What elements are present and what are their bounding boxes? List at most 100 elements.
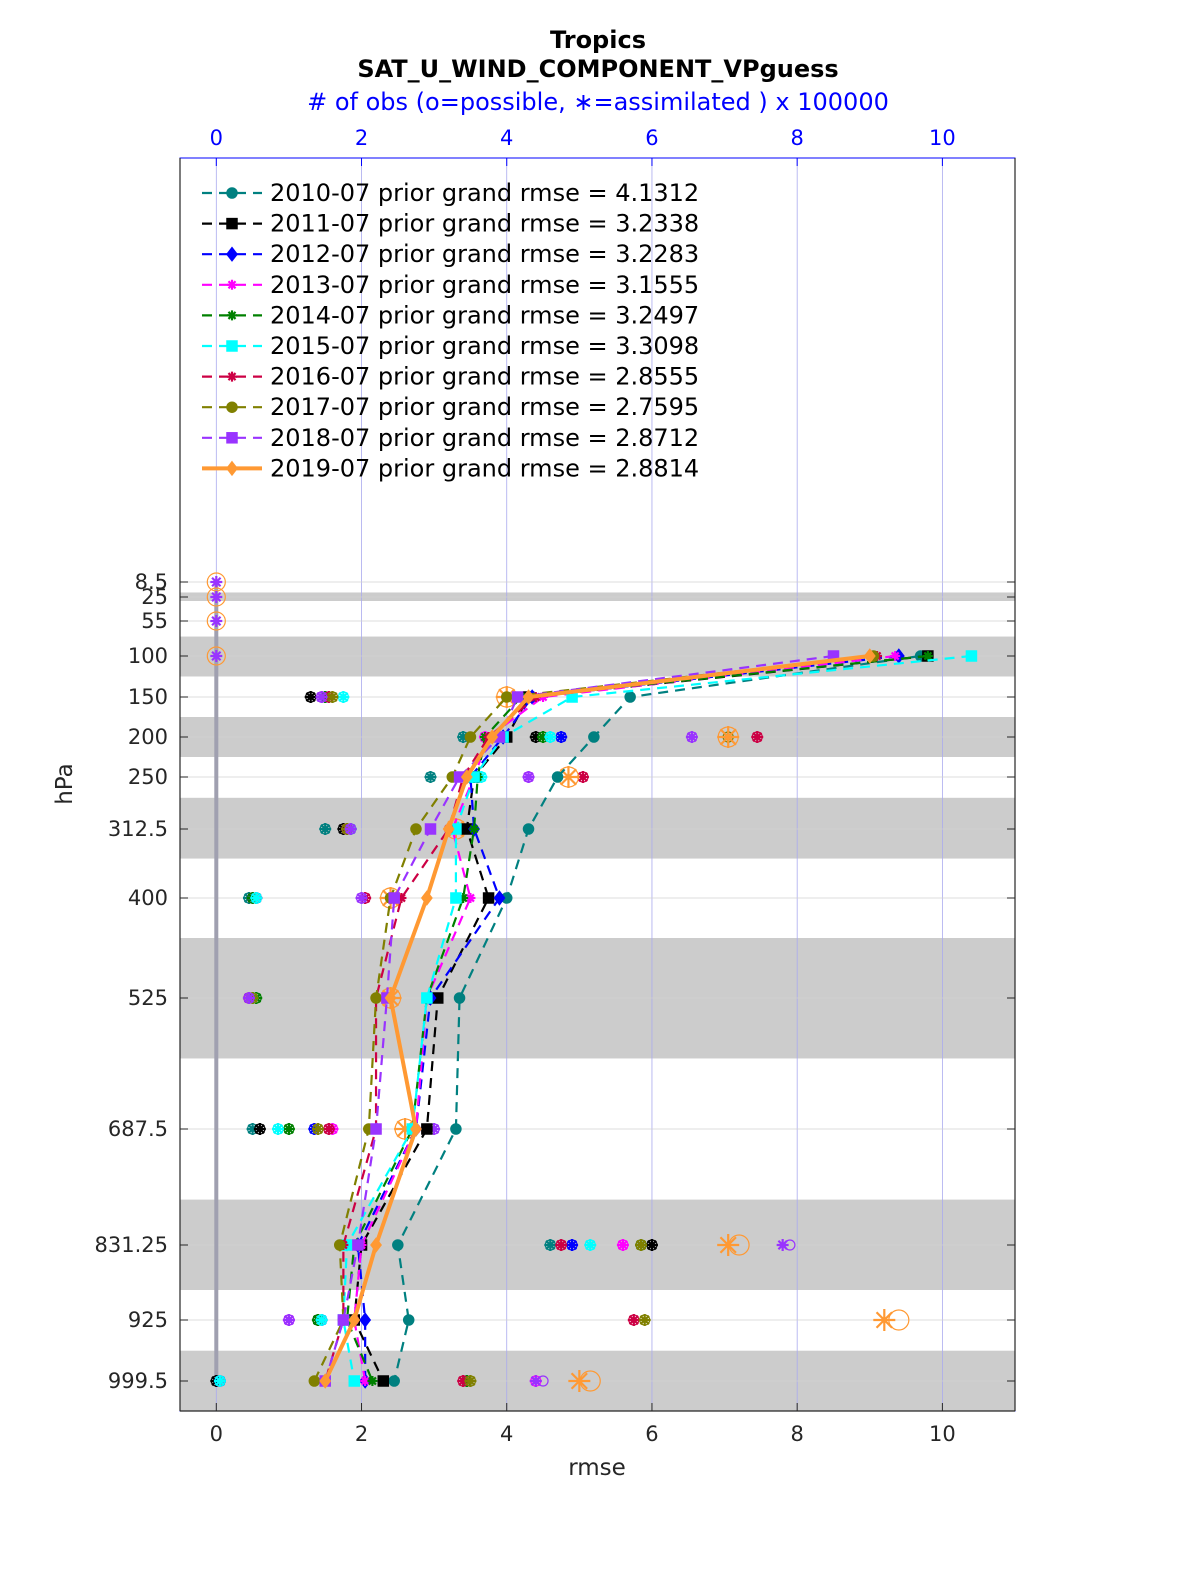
series-point-4-0: [922, 651, 933, 661]
series-point-4-10: [367, 1376, 378, 1386]
obs-assimilated-9-7: [394, 1118, 417, 1140]
legend-label-4: 2014-07 prior grand rmse = 3.2497: [270, 301, 699, 329]
axis-ticks: 0 2 4 6 8 100 2 4 6 8 108.52555100150200250312.540…: [95, 126, 1015, 1446]
top-tick-label-3: 6: [645, 126, 658, 150]
legend-marker-4: [227, 310, 237, 321]
series-point-3-5: [465, 893, 476, 903]
obs-assimilated-5-5: [250, 892, 263, 904]
obs-assimilated-0-8: [544, 1239, 557, 1251]
obs-assimilated-6-9: [627, 1314, 640, 1326]
y-tick-label-6: 250: [128, 765, 168, 789]
series-point-9-5: [420, 890, 433, 906]
chart-subtitle: SAT_U_WIND_COMPONENT_VPguess: [357, 55, 838, 83]
series-point-9-6: [384, 990, 397, 1006]
legend-marker-7: [226, 401, 238, 413]
y-tick-label-9: 525: [128, 986, 168, 1010]
legend-marker-6: [227, 371, 237, 382]
series-point-8-8: [352, 1239, 364, 1251]
obs-assimilated-9-3: [557, 766, 580, 788]
series-lines: [308, 648, 978, 1389]
series-point-3-0: [890, 651, 901, 661]
x-tick-label-2: 4: [500, 1422, 513, 1446]
x-tick-label-4: 8: [790, 1422, 803, 1446]
legend-marker-8: [226, 432, 238, 444]
series-point-9-0: [863, 648, 876, 664]
series-point-1-5: [482, 892, 495, 904]
series-point-1-10: [377, 1375, 390, 1387]
obs-assimilated-3-8: [616, 1239, 629, 1251]
series-point-0-2: [588, 731, 600, 743]
top-tick-label-4: 8: [790, 126, 803, 150]
series-point-0-10: [388, 1375, 400, 1387]
series-point-7-4: [410, 823, 422, 835]
obs-assimilated-5-1: [337, 691, 350, 703]
series-point-8-5: [388, 892, 400, 904]
obs-assimilated-7-1: [326, 691, 339, 703]
series-point-0-3: [551, 771, 564, 783]
series-line-6: [324, 654, 878, 1382]
obs-assimilated-1-2: [529, 731, 542, 743]
legend-label-0: 2010-07 prior grand rmse = 4.1312: [270, 179, 699, 207]
obs-assimilated-2-8: [566, 1239, 579, 1251]
upper-obs-assimilated-0: [210, 576, 223, 588]
series-point-2-5: [493, 890, 506, 906]
obs-assimilated-8-7: [428, 1123, 441, 1135]
obs-assimilated-7-10: [464, 1375, 477, 1387]
obs-assimilated-9-2: [717, 726, 740, 748]
series-point-7-1: [500, 691, 513, 703]
series-point-8-1: [511, 691, 524, 703]
obs-assimilated-8-1: [315, 691, 328, 703]
series-point-8-9: [337, 1314, 350, 1326]
top-tick-label-2: 4: [500, 126, 513, 150]
legend-label-6: 2016-07 prior grand rmse = 2.8555: [270, 363, 699, 391]
upper-obs-assimilated-1: [210, 591, 223, 603]
obs-assimilated-6-3: [576, 771, 589, 783]
legend-label-9: 2019-07 prior grand rmse = 2.8814: [270, 454, 699, 482]
upper-obs-possible-3: [206, 646, 226, 666]
legend-label-2: 2012-07 prior grand rmse = 3.2283: [270, 240, 699, 268]
series-point-6-5: [396, 893, 407, 903]
series-point-7-2: [464, 731, 477, 743]
series-point-0-6: [453, 992, 466, 1004]
series-point-3-10: [360, 1376, 371, 1386]
obs-assimilated-1-1: [304, 691, 317, 703]
top-tick-label-1: 2: [355, 126, 368, 150]
obs-assimilated-8-9: [282, 1314, 295, 1326]
x-tick-label-5: 10: [929, 1422, 956, 1446]
legend-marker-9: [226, 460, 238, 477]
y-tick-label-10: 687.5: [108, 1117, 168, 1141]
series-point-0-1: [624, 691, 636, 703]
series-point-9-2: [486, 729, 499, 745]
series-point-0-8: [392, 1239, 404, 1251]
series-point-8-7: [370, 1123, 382, 1135]
y-tick-label-0: 8.5: [135, 570, 168, 594]
obs-assimilated-4-7: [282, 1123, 295, 1135]
obs-assimilated-5-10: [213, 1375, 226, 1387]
obs-assimilated-0-3: [424, 771, 437, 783]
legend: 2010-07 prior grand rmse = 4.1312 2011-07…: [202, 179, 699, 482]
upper-obs-assimilated-3: [210, 650, 223, 662]
x-tick-label-1: 2: [355, 1422, 368, 1446]
obs-assimilated-6-10: [457, 1375, 470, 1387]
series-point-1-7: [421, 1123, 433, 1135]
x-axis-label: rmse: [568, 1455, 626, 1481]
obs-assimilated-6-7: [322, 1123, 335, 1135]
obs-assimilated-2-2: [555, 731, 568, 743]
obs-assimilated-5-2: [544, 731, 557, 743]
legend-label-8: 2018-07 prior grand rmse = 2.8712: [270, 424, 699, 452]
series-point-9-9: [348, 1312, 361, 1328]
y-tick-label-1: 25: [141, 585, 168, 609]
obs-assimilated-6-8: [555, 1239, 568, 1251]
obs-assimilated-7-7: [311, 1123, 324, 1135]
y-axis-label: hPa: [52, 763, 78, 805]
series-point-4-5: [458, 893, 469, 903]
y-tick-label-2: 55: [141, 609, 168, 633]
obs-assimilated-8-8: [776, 1239, 789, 1251]
series-point-4-4: [469, 824, 480, 834]
obs-assimilated-8-5: [355, 892, 368, 904]
y-tick-label-12: 925: [128, 1308, 168, 1332]
top-tick-label-0: 0: [210, 126, 223, 150]
series-point-8-4: [424, 823, 437, 835]
obs-assimilated-5-9: [315, 1314, 328, 1326]
